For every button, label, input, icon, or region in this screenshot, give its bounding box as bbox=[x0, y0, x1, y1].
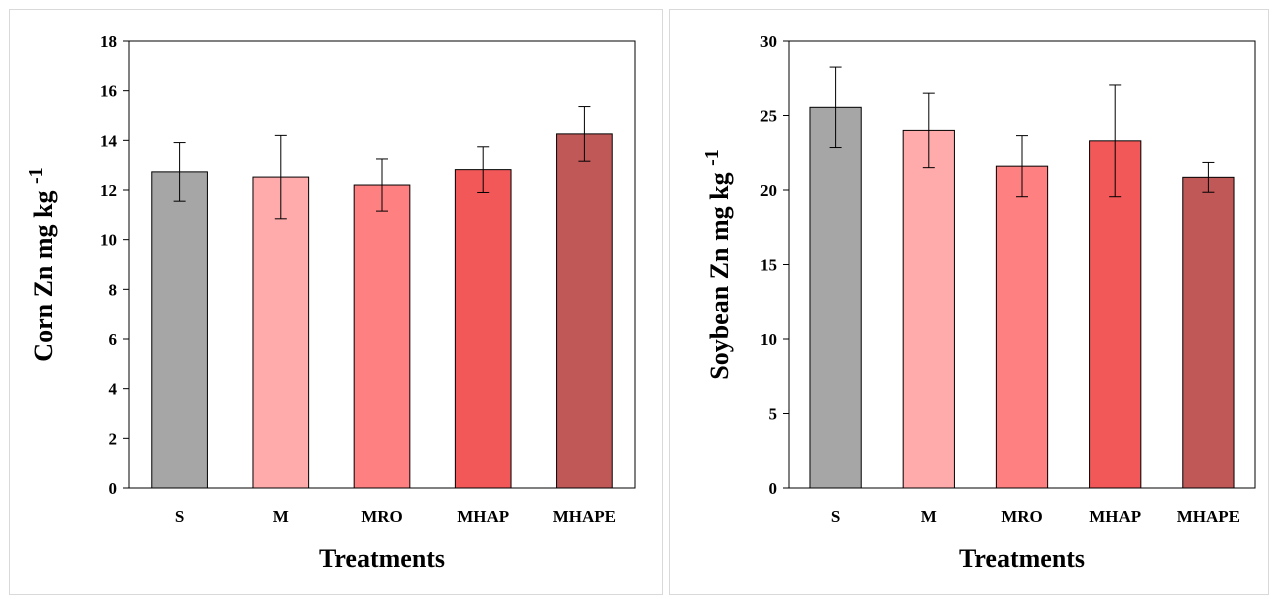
x-axis-title: Treatments bbox=[319, 544, 445, 573]
y-axis-title: Soybean Zn mg kg -1 bbox=[701, 149, 734, 380]
y-tick-label: 20 bbox=[760, 181, 777, 200]
y-tick-label: 10 bbox=[760, 330, 777, 349]
error-bar-mhap bbox=[477, 146, 490, 193]
bar-mro bbox=[353, 184, 411, 489]
y-tick-label: 10 bbox=[100, 231, 117, 250]
x-tick-label: MHAP bbox=[457, 507, 509, 526]
y-tick-label: 5 bbox=[769, 405, 778, 424]
bar-m bbox=[252, 176, 310, 489]
bar-mhape bbox=[556, 133, 613, 489]
y-tick-label: 25 bbox=[760, 107, 777, 126]
x-tick-label: MRO bbox=[1001, 507, 1043, 526]
x-tick-label: MHAPE bbox=[553, 507, 616, 526]
error-bar-s bbox=[173, 142, 186, 202]
y-tick-label: 16 bbox=[100, 82, 117, 101]
y-tick-label: 6 bbox=[109, 330, 118, 349]
y-tick-label: 2 bbox=[109, 429, 118, 448]
y-tick-label: 18 bbox=[100, 32, 117, 51]
x-tick-label: S bbox=[175, 507, 184, 526]
error-bar-mhape bbox=[1202, 161, 1215, 193]
y-tick-label: 12 bbox=[100, 181, 117, 200]
bar-mhap bbox=[454, 169, 512, 489]
y-tick-label: 0 bbox=[769, 479, 778, 498]
y-tick-label: 4 bbox=[109, 380, 118, 399]
y-axis-title: Corn Zn mg kg -1 bbox=[25, 167, 58, 361]
bar-s bbox=[151, 171, 208, 489]
bar-mhape bbox=[1182, 176, 1235, 489]
x-tick-label: M bbox=[921, 507, 937, 526]
x-tick-label: MHAPE bbox=[1177, 507, 1240, 526]
soybean-zn-chart-panel: 0 5 10 15 20 25 30 S M MRO MHAP MHAPE Treatments Soyb… bbox=[669, 9, 1269, 595]
bar-mhap bbox=[1089, 140, 1142, 489]
y-tick-label: 0 bbox=[109, 479, 118, 498]
error-bar-mhape bbox=[578, 106, 591, 162]
y-axis-title-main: Corn Zn mg kg bbox=[29, 184, 58, 362]
y-tick-label: 14 bbox=[100, 131, 118, 150]
error-bar-mhap bbox=[1109, 84, 1122, 198]
x-tick-label: M bbox=[273, 507, 289, 526]
y-axis-title-superscript: -1 bbox=[701, 149, 723, 166]
bar-m bbox=[902, 129, 955, 489]
bar-s bbox=[809, 106, 862, 489]
x-tick-label: MRO bbox=[361, 507, 403, 526]
error-bar-m bbox=[274, 134, 287, 220]
x-tick-label: MHAP bbox=[1089, 507, 1141, 526]
y-axis-title-main: Soybean Zn mg kg bbox=[705, 166, 734, 380]
x-axis-title: Treatments bbox=[959, 544, 1085, 573]
corn-zn-chart-panel: 0 2 4 6 8 10 12 14 16 18 S M MRO MHAP MHAPE Treatments C… bbox=[9, 9, 663, 595]
error-bar-m bbox=[922, 92, 935, 169]
y-tick-label: 15 bbox=[760, 256, 777, 275]
corn-zn-chart: 0 2 4 6 8 10 12 14 16 18 S M MRO MHAP MHAPE Treatments C… bbox=[25, 32, 636, 573]
soybean-zn-chart: 0 5 10 15 20 25 30 S M MRO MHAP MHAPE Treatments Soyb… bbox=[701, 32, 1256, 573]
y-tick-label: 30 bbox=[760, 32, 777, 51]
error-bar-mro bbox=[1016, 135, 1028, 198]
y-axis-title-superscript: -1 bbox=[25, 167, 47, 184]
x-tick-label: S bbox=[831, 507, 840, 526]
error-bar-s bbox=[829, 66, 842, 149]
bar-mro bbox=[995, 165, 1049, 489]
error-bar-mro bbox=[376, 158, 388, 212]
y-tick-label: 8 bbox=[109, 280, 118, 299]
